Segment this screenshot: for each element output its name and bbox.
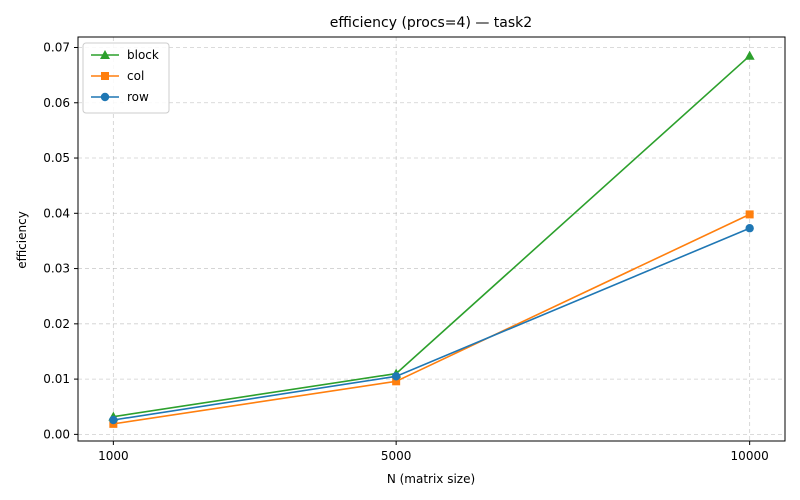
x-tick-label: 5000: [381, 449, 412, 463]
legend-label-col: col: [127, 69, 144, 83]
y-tick-label: 0.03: [43, 262, 70, 276]
y-tick-label: 0.02: [43, 317, 70, 331]
y-tick-label: 0.06: [43, 96, 70, 110]
x-tick-label: 10000: [731, 449, 769, 463]
data-point-col: [745, 210, 754, 219]
y-tick-label: 0.07: [43, 41, 70, 55]
series-col: [109, 210, 754, 428]
axis-ticks: 1000 5000 10000 0.00 0.01 0.02 0.03 0.04 0.05 0.0…: [43, 41, 768, 463]
legend-label-block: block: [127, 48, 159, 62]
data-point-col: [392, 377, 401, 386]
grid-lines: [78, 37, 785, 441]
legend-marker-col: [101, 72, 109, 80]
data-point-row: [391, 372, 401, 381]
y-tick-label: 0.04: [43, 206, 70, 220]
x-axis-label: N (matrix size): [387, 472, 475, 486]
y-tick-label: 0.00: [43, 427, 70, 441]
series-row: [109, 224, 754, 425]
legend-item-row: row: [91, 90, 149, 104]
legend-item-block: block: [91, 48, 159, 62]
x-tick-label: 1000: [98, 449, 129, 463]
legend-marker-block: [100, 50, 110, 59]
series-line-block: [113, 55, 751, 418]
legend-label-row: row: [127, 90, 149, 104]
legend-item-col: col: [91, 69, 144, 83]
y-tick-label: 0.05: [43, 151, 70, 165]
y-tick-label: 0.01: [43, 372, 70, 386]
data-point-row: [109, 415, 118, 425]
chart-title: efficiency (procs=4) — task2: [330, 15, 532, 31]
y-axis-label: efficiency: [15, 211, 29, 269]
data-point-block: [744, 50, 755, 60]
legend: block col row: [82, 42, 170, 114]
legend-marker-row: [100, 92, 110, 102]
series-line-col: [113, 213, 750, 425]
plot-frame: [77, 36, 786, 442]
series-lines: [108, 50, 755, 428]
data-point-row: [745, 224, 754, 233]
